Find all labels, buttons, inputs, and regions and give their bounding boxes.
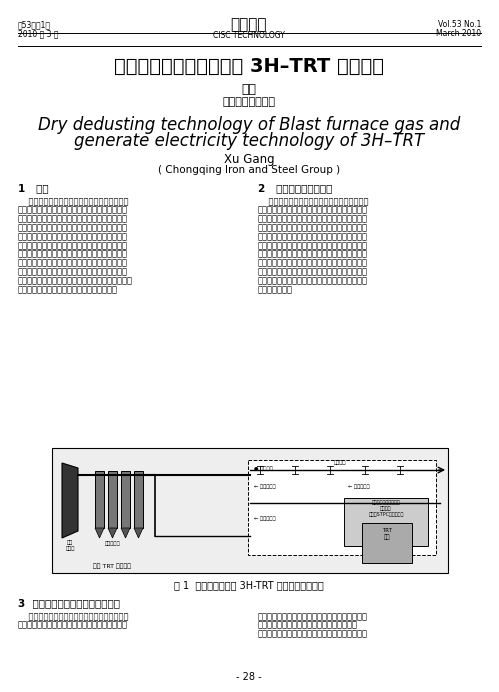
Polygon shape: [134, 528, 143, 538]
Text: 高压管路: 高压管路: [334, 460, 346, 465]
Text: 有除尘基本不用水、无污染、能耗小、运行费低等: 有除尘基本不用水、无污染、能耗小、运行费低等: [18, 250, 128, 259]
Bar: [95, 471, 104, 528]
Text: 是钒铁全业内部生产使用的重要二次能源。高炉煮: 是钒铁全业内部生产使用的重要二次能源。高炉煮: [18, 215, 128, 224]
Text: 顶压稳定性高精度智能
控制装置
（集成STPC优选技术）: 顶压稳定性高精度智能 控制装置 （集成STPC优选技术）: [368, 500, 404, 517]
Text: 继续上升，到达布袋后粉尘被阻挡在布袋外，煮气: 继续上升，到达布袋后粉尘被阻挡在布袋外，煮气: [258, 233, 368, 242]
Text: 电磁阀开，喷吹氮气从滤袋出口处自上面下与气体: 电磁阀开，喷吹氮气从滤袋出口处自上面下与气体: [258, 259, 368, 268]
Text: ● 电动蝶阀: ● 电动蝶阀: [254, 466, 273, 471]
Text: 颗粒粉尘。上升旋流在导流板处被阻挡重新分布，: 颗粒粉尘。上升旋流在导流板处被阻挡重新分布，: [258, 224, 368, 233]
Text: 的作用下，沿筱体壁切线方向，向下呼一定角度进: 的作用下，沿筱体壁切线方向，向下呼一定角度进: [258, 206, 368, 215]
Text: Dry dedusting technology of Blast furnace gas and: Dry dedusting technology of Blast furnac…: [38, 116, 460, 134]
Text: 第53卷第1期: 第53卷第1期: [18, 20, 51, 29]
Text: 2   布袋除尘器工艺流程: 2 布袋除尘器工艺流程: [258, 183, 332, 193]
Bar: [108, 471, 117, 528]
Polygon shape: [95, 528, 104, 538]
Text: 人，在下部形成旋流并上升，此过程能除去部分大: 人，在下部形成旋流并上升，此过程能除去部分大: [258, 215, 368, 224]
Text: 徐刚: 徐刚: [242, 83, 256, 96]
Text: - 28 -: - 28 -: [236, 672, 262, 682]
Text: 图 1  高炉干法除尘及 3H-TRT 发电机工艺流程图: 图 1 高炉干法除尘及 3H-TRT 发电机工艺流程图: [174, 580, 324, 590]
Text: 干式除尘器: 干式除尘器: [105, 541, 121, 546]
Text: TRT
機组: TRT 機组: [382, 528, 392, 540]
Text: 排除的相反方向进人滤袋，将吸附在滤袋外面的粉: 排除的相反方向进人滤袋，将吸附在滤袋外面的粉: [258, 267, 368, 276]
Text: 2010 年 3 月: 2010 年 3 月: [18, 29, 58, 38]
Text: CISC TECHNOLOGY: CISC TECHNOLOGY: [213, 31, 285, 40]
Text: 气中夹带着很多粉尘，必须进行除尘后方可使用。: 气中夹带着很多粉尘，必须进行除尘后方可使用。: [18, 224, 128, 233]
Text: 率较低，不利于节能减排。而高炉煮气干法除尘具: 率较低，不利于节能减排。而高炉煮气干法除尘具: [18, 241, 128, 250]
Text: 高炉煮气干法除尘技术及 3H–TRT 发电技术: 高炉煮气干法除尘技术及 3H–TRT 发电技术: [114, 57, 384, 76]
Text: 输灰系统送出。: 输灰系统送出。: [258, 285, 293, 294]
Text: 一项有效的重大综合节能环保技术，对我国钒铁工: 一项有效的重大综合节能环保技术，对我国钒铁工: [18, 267, 128, 276]
Text: 干式 TRT 流程简图: 干式 TRT 流程简图: [93, 563, 131, 569]
Text: 中小高炉上干法布袋除尘器的成功使用，为大: 中小高炉上干法布袋除尘器的成功使用，为大: [18, 612, 129, 621]
Text: 穿过布袋壁进人袋内，向上由袋口和筱体顶部出口: 穿过布袋壁进人袋内，向上由袋口和筱体顶部出口: [258, 241, 368, 250]
Text: Vol.53 No.1: Vol.53 No.1: [438, 20, 481, 29]
Text: 管出筱体。当吸附在滤袋上的粉尘达到一定厄度时: 管出筱体。当吸附在滤袋上的粉尘达到一定厄度时: [258, 250, 368, 259]
Text: 3  大型高炉煮气干法布袋除尘技术: 3 大型高炉煮气干法布袋除尘技术: [18, 598, 120, 608]
Text: Xu Gang: Xu Gang: [224, 153, 274, 166]
Text: 业可持续发展和提高竞争力具有重要意义。鉴于此，: 业可持续发展和提高竞争力具有重要意义。鉴于此，: [18, 276, 133, 285]
Bar: [248, 460, 436, 555]
Bar: [52, 448, 448, 573]
Text: 重锂技术: 重锂技术: [231, 17, 267, 32]
Text: 含尘煮气从布袋除尘器入口进人，在导流装置: 含尘煮气从布袋除尘器入口进人，在导流装置: [258, 197, 368, 206]
Text: 优点，能产生很大的经济效益，是钒铁行业推广的: 优点，能产生很大的经济效益，是钒铁行业推广的: [18, 259, 128, 268]
Text: 操过程平稳，含灰量波动较小，煮气灰量也比: 操过程平稳，含灰量波动较小，煮气灰量也比: [258, 621, 358, 630]
Text: 尘清落至下面的灰斗中，粉尘经卸灰阀排出后利用: 尘清落至下面的灰斗中，粉尘经卸灰阀排出后利用: [258, 276, 368, 285]
Bar: [134, 471, 143, 528]
Bar: [344, 498, 428, 546]
Text: 小型高炉低，理论上比中小高炉更具备采用干法布: 小型高炉低，理论上比中小高炉更具备采用干法布: [258, 630, 368, 639]
Text: 重锂长寿新区高炉全部采用了干法除尘技术。: 重锂长寿新区高炉全部采用了干法除尘技术。: [18, 285, 118, 294]
Text: （重锂集团公司）: （重锂集团公司）: [223, 97, 275, 107]
Polygon shape: [108, 528, 117, 538]
Bar: [362, 523, 412, 563]
Text: 型高炉上采用干法布袋除尘器奠定了基础。同时，: 型高炉上采用干法布袋除尘器奠定了基础。同时，: [18, 621, 128, 630]
Text: 大型高炉设备完善，炉料条件比较好且稳定，冶练: 大型高炉设备完善，炉料条件比较好且稳定，冶练: [258, 612, 368, 621]
Text: 化碳含量很高，是一种毒性很强的低热値气体，也: 化碳含量很高，是一种毒性很强的低热値气体，也: [18, 206, 128, 215]
Bar: [121, 471, 130, 528]
Text: 高炉煮气是高炉练铁过程中产生的气体，一氧: 高炉煮气是高炉练铁过程中产生的气体，一氧: [18, 197, 129, 206]
Text: 1   前言: 1 前言: [18, 183, 48, 193]
Text: 重力
除尘器: 重力 除尘器: [65, 540, 75, 551]
Text: ← 入口插板阀: ← 入口插板阀: [254, 484, 275, 489]
Polygon shape: [121, 528, 130, 538]
Text: ( Chongqing Iron and Steel Group ): ( Chongqing Iron and Steel Group ): [158, 165, 340, 175]
Text: generate electricity technology of 3H–TRT: generate electricity technology of 3H–TR…: [74, 132, 424, 150]
Text: ← 出口插板阀: ← 出口插板阀: [348, 484, 370, 489]
Text: ← 旁开普通阀: ← 旁开普通阀: [254, 516, 275, 521]
Polygon shape: [62, 463, 78, 538]
Text: 如采用煮气湿式净化方式，耗水量较大、回收利用: 如采用煮气湿式净化方式，耗水量较大、回收利用: [18, 233, 128, 242]
Text: March 2010: March 2010: [436, 29, 481, 38]
